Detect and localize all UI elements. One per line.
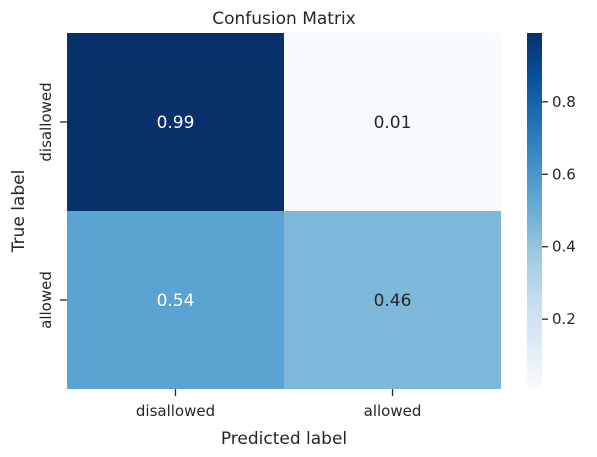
colorbar-tick-label-0: 0.2 (552, 310, 576, 328)
y-tick-label-0: disallowed (37, 82, 55, 161)
cell-value-label-1-1: 0.46 (374, 291, 412, 311)
x-axis-ticks: disallowed allowed (136, 389, 421, 420)
colorbar-tick-label-1: 0.4 (552, 238, 576, 256)
x-axis-label: Predicted label (221, 429, 347, 449)
colorbar-tick-label-2: 0.6 (552, 165, 576, 183)
y-axis-label: True label (9, 170, 29, 254)
y-tick-label-1: allowed (37, 271, 55, 329)
heatmap-cell-0-0 (67, 33, 284, 211)
x-tick-label-0: disallowed (136, 402, 215, 420)
chart-title: Confusion Matrix (212, 9, 356, 29)
x-tick-label-1: allowed (364, 402, 422, 420)
cell-value-label-1-0: 0.54 (157, 291, 195, 311)
colorbar-gradient (527, 33, 542, 388)
colorbar-tick-label-3: 0.8 (552, 93, 576, 111)
cell-value-label-0-1: 0.01 (374, 113, 412, 133)
heatmap-cell-1-0 (67, 211, 284, 389)
y-axis-ticks: disallowed allowed (37, 82, 67, 329)
heatmap-cell-0-1 (284, 33, 501, 211)
colorbar-ticks: 0.2 0.4 0.6 0.8 (542, 93, 576, 328)
cell-value-label-0-0: 0.99 (157, 113, 195, 133)
heatmap-cells: 0.99 0.01 0.54 0.46 (67, 33, 501, 389)
heatmap-cell-1-1 (284, 211, 501, 389)
colorbar: 0.2 0.4 0.6 0.8 (527, 33, 576, 388)
